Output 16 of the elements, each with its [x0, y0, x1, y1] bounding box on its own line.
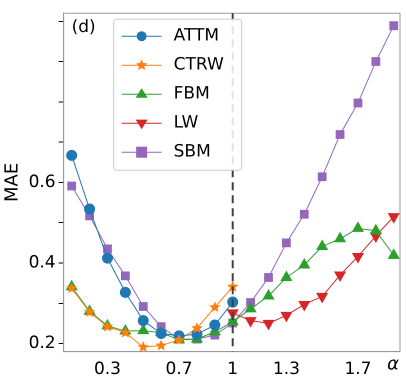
x-tick-label: 1: [227, 359, 238, 380]
legend-label: ATTM: [174, 26, 220, 46]
annotation: (d): [72, 17, 96, 38]
legend-label: FBM: [174, 84, 210, 104]
y-tick-label: 0.4: [28, 252, 56, 272]
x-tick-label: 0.3: [94, 359, 121, 380]
x-tick-label: 0.7: [166, 359, 193, 380]
x-axis-title: α: [387, 353, 400, 374]
x-tick-label: 1.7: [344, 359, 372, 380]
legend-label: LW: [174, 112, 199, 133]
y-tick-label: 0.6: [28, 172, 56, 192]
x-tick-label: 1.3: [272, 359, 300, 380]
y-tick-label: 0.2: [28, 332, 56, 353]
legend-label: SBM: [174, 142, 211, 162]
y-axis-title: MAE: [1, 162, 22, 202]
legend-label: CTRW: [174, 54, 224, 75]
